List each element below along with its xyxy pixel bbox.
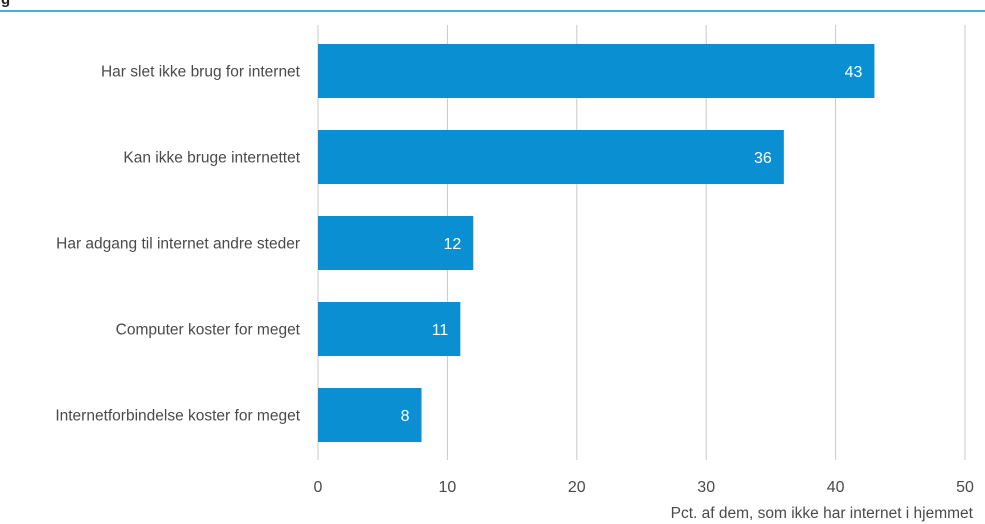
data-label-3: 12	[443, 236, 461, 253]
chart-title-fragment: g	[1, 0, 10, 8]
category-label-1: Har slet ikke brug for internet	[101, 64, 301, 81]
category-label-5: Internetforbindelse koster for meget	[55, 408, 300, 425]
x-tick-label-20: 20	[568, 479, 586, 496]
x-axis-ticks: 0 10 20 30 40 50	[314, 479, 974, 496]
data-label-2: 36	[754, 150, 772, 167]
bar-1	[318, 44, 875, 98]
category-label-2: Kan ikke bruge internettet	[123, 150, 300, 167]
category-label-3: Har adgang til internet andre steder	[56, 236, 300, 253]
x-tick-label-50: 50	[956, 479, 974, 496]
data-label-1: 43	[845, 64, 863, 81]
bar-3	[318, 216, 474, 270]
category-label-4: Computer koster for meget	[116, 322, 301, 339]
x-axis-title: Pct. af dem, som ikke har internet i hje…	[671, 505, 974, 522]
bar-5	[318, 388, 422, 442]
x-tick-label-40: 40	[827, 479, 845, 496]
x-tick-label-10: 10	[439, 479, 457, 496]
data-label-4: 11	[432, 322, 449, 339]
data-label-5: 8	[401, 408, 410, 425]
category-labels: Har slet ikke brug for internet Kan ikke …	[55, 64, 300, 425]
bar-2	[318, 130, 784, 184]
bars	[318, 44, 875, 442]
x-tick-label-0: 0	[314, 479, 323, 496]
bar-4	[318, 302, 461, 356]
x-tick-label-30: 30	[697, 479, 715, 496]
data-labels: 43 36 12 11 8	[401, 64, 863, 425]
chart-header: g	[0, 0, 985, 12]
